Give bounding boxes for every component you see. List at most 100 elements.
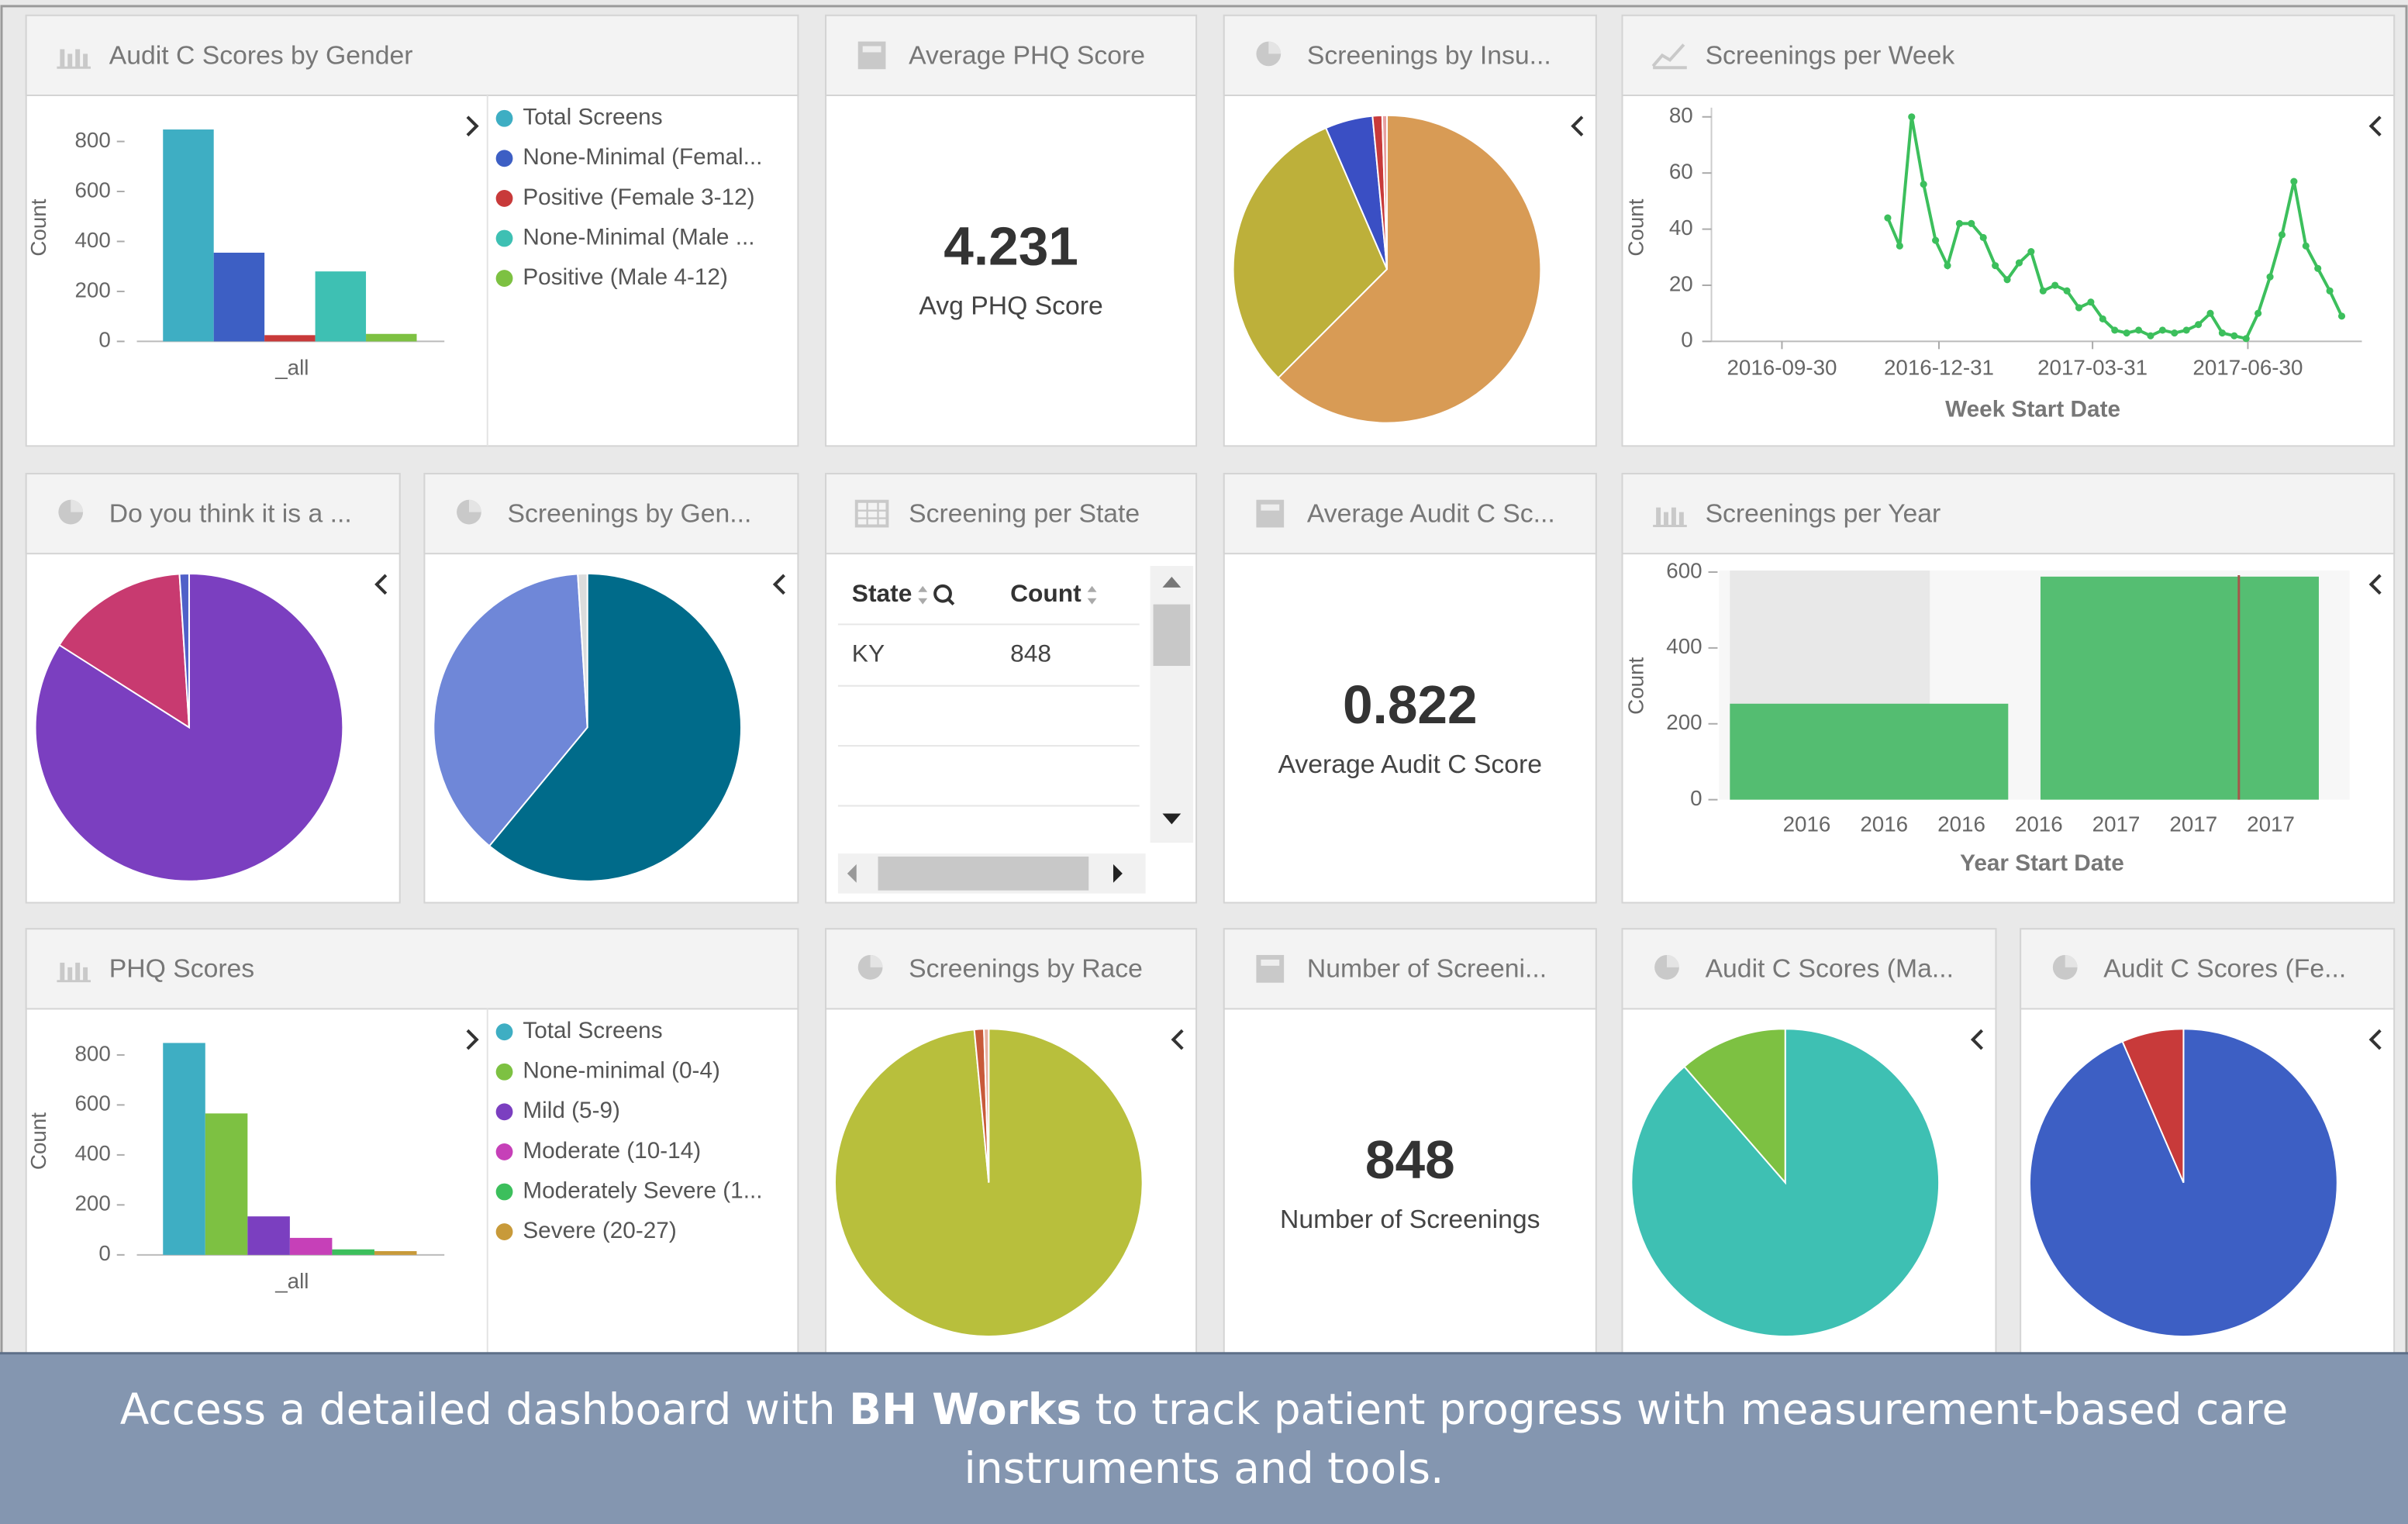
data-point bbox=[1884, 214, 1892, 222]
panel-icon bbox=[60, 962, 65, 981]
y-tick-label: 40 bbox=[1669, 215, 1693, 240]
panel-header bbox=[25, 928, 799, 1010]
data-point bbox=[2003, 276, 2011, 284]
column-header[interactable]: Count bbox=[1010, 579, 1082, 607]
y-axis-label: Count bbox=[1624, 657, 1648, 714]
legend-swatch bbox=[495, 1023, 513, 1041]
panel-title: Audit C Scores (Ma... bbox=[1706, 954, 1954, 984]
panel-header bbox=[423, 473, 799, 555]
collapse-button[interactable] bbox=[772, 574, 785, 595]
y-tick-label: 20 bbox=[1669, 271, 1693, 295]
sort-icon[interactable] bbox=[1087, 585, 1097, 605]
collapse-button[interactable] bbox=[466, 116, 479, 136]
column-header[interactable]: State bbox=[852, 579, 912, 607]
caption-before: Access a detailed dashboard with bbox=[119, 1384, 850, 1434]
y-tick-label: 0 bbox=[1690, 786, 1702, 810]
data-point bbox=[2051, 281, 2059, 289]
x-tick-label: 2016-09-30 bbox=[1727, 355, 1837, 379]
kpi-label: Number of Screenings bbox=[1280, 1205, 1540, 1234]
y-tick-label: 400 bbox=[74, 228, 110, 252]
y-tick-label: 600 bbox=[74, 178, 110, 202]
pie-slice bbox=[1232, 126, 1389, 379]
panel-icon bbox=[468, 499, 481, 512]
data-point bbox=[1896, 242, 1903, 250]
bar bbox=[374, 1250, 417, 1255]
panel-icon bbox=[854, 499, 889, 528]
y-axis-label: Count bbox=[1624, 198, 1648, 256]
panel-icon bbox=[60, 49, 65, 68]
data-point bbox=[2171, 329, 2179, 337]
y-tick-label: 200 bbox=[74, 278, 110, 302]
data-point bbox=[2027, 247, 2035, 256]
legend-swatch bbox=[495, 190, 513, 207]
scroll-right[interactable] bbox=[1113, 864, 1123, 883]
panel-header bbox=[1223, 928, 1597, 1010]
panel-header bbox=[25, 14, 799, 96]
panel-icon bbox=[1656, 507, 1661, 526]
legend-label: Total Screens bbox=[523, 1018, 662, 1043]
scroll-up[interactable] bbox=[1162, 576, 1182, 588]
bar bbox=[332, 1249, 374, 1255]
collapse-button[interactable] bbox=[1571, 116, 1584, 136]
data-point bbox=[1932, 236, 1940, 244]
panel-header bbox=[825, 928, 1198, 1010]
scroll-down[interactable] bbox=[1162, 813, 1182, 825]
collapse-button[interactable] bbox=[1970, 1029, 1984, 1050]
bar bbox=[264, 335, 316, 342]
panel-icon bbox=[1671, 507, 1676, 526]
table-cell: 848 bbox=[1010, 639, 1051, 667]
collapse-button[interactable] bbox=[2368, 116, 2382, 136]
y-axis-label: Count bbox=[26, 198, 50, 256]
y-tick-label: 200 bbox=[1666, 710, 1702, 734]
data-point bbox=[2206, 309, 2214, 317]
x-axis-label: _all bbox=[274, 355, 309, 379]
panel-title: Average Audit C Sc... bbox=[1307, 498, 1555, 528]
legend-label: Positive (Female 3-12) bbox=[523, 184, 754, 210]
panel-icon bbox=[1678, 512, 1684, 526]
panel-icon bbox=[856, 501, 888, 526]
x-axis-label: Week Start Date bbox=[1945, 397, 2120, 422]
collapse-button[interactable] bbox=[2368, 1029, 2382, 1050]
legend-swatch bbox=[495, 270, 513, 287]
x-tick-label: 2017 bbox=[2169, 812, 2217, 836]
data-point bbox=[2195, 321, 2203, 329]
bar bbox=[289, 1237, 333, 1255]
x-tick-label: 2017-06-30 bbox=[2192, 355, 2303, 379]
y-tick-label: 0 bbox=[98, 1241, 110, 1265]
bar bbox=[163, 129, 214, 342]
data-point bbox=[2123, 329, 2130, 337]
v-scroll-thumb[interactable] bbox=[1153, 604, 1191, 667]
kpi-value: 848 bbox=[1365, 1129, 1455, 1190]
pie-slice bbox=[1277, 114, 1542, 424]
panel-header bbox=[1621, 473, 2396, 555]
y-tick-label: 0 bbox=[1681, 328, 1692, 352]
bar bbox=[2040, 576, 2319, 800]
panel-title: Screening per State bbox=[909, 498, 1140, 528]
y-tick-label: 600 bbox=[1666, 558, 1702, 582]
data-point bbox=[2087, 298, 2095, 306]
h-scroll-thumb[interactable] bbox=[878, 857, 1089, 891]
x-tick-label: 2017 bbox=[2092, 812, 2141, 836]
scroll-left[interactable] bbox=[847, 864, 857, 883]
collapse-button[interactable] bbox=[374, 574, 388, 595]
legend-label: None-Minimal (Femal... bbox=[523, 144, 762, 170]
data-point bbox=[2242, 335, 2250, 343]
x-tick-label: 2016-12-31 bbox=[1884, 355, 1994, 379]
panel-icon bbox=[857, 41, 886, 70]
panel-header bbox=[825, 14, 1198, 96]
panel-icon bbox=[71, 499, 84, 512]
panel-icon bbox=[1261, 959, 1280, 966]
pie-slice bbox=[1683, 1028, 1786, 1185]
x-tick-label: 2016 bbox=[1937, 812, 1985, 836]
panel-icon bbox=[1664, 512, 1668, 526]
collapse-button[interactable] bbox=[1171, 1029, 1184, 1050]
pie-slice bbox=[983, 1028, 990, 1183]
data-point bbox=[2075, 304, 2083, 312]
sort-icon[interactable] bbox=[918, 585, 928, 605]
bar bbox=[366, 333, 417, 342]
collapse-button[interactable] bbox=[2368, 574, 2382, 595]
y-tick-label: 0 bbox=[98, 328, 110, 352]
search-icon[interactable] bbox=[933, 584, 952, 603]
collapse-button[interactable] bbox=[466, 1029, 479, 1050]
